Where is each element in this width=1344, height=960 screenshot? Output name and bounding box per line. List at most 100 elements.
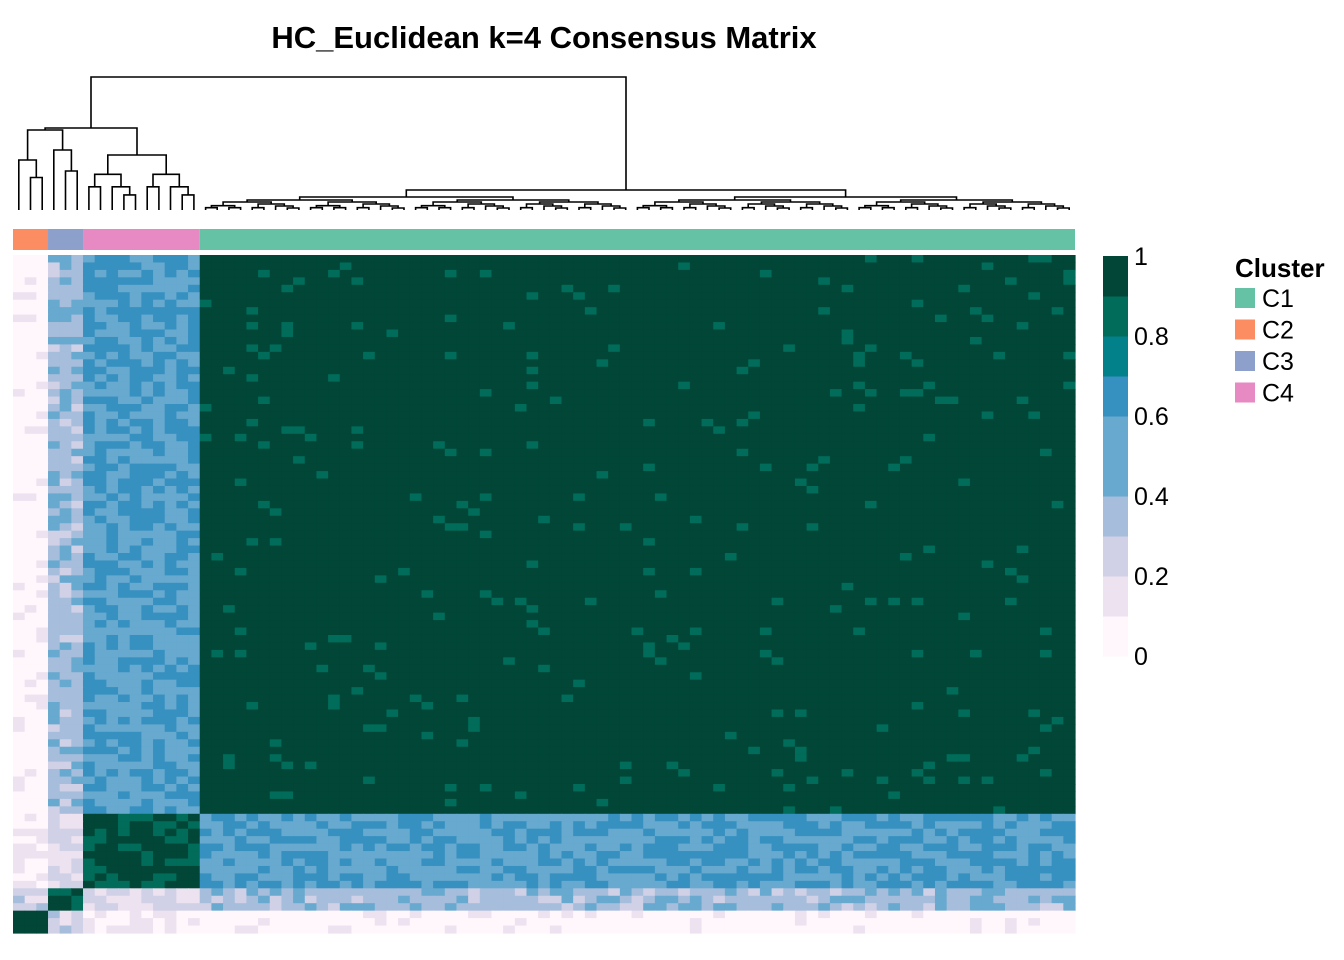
heatmap-cell — [701, 314, 714, 323]
heatmap-cell — [538, 351, 551, 360]
heatmap-cell — [293, 560, 306, 569]
heatmap-cell — [351, 582, 364, 591]
heatmap-cell — [24, 322, 37, 331]
heatmap-cell — [1028, 433, 1041, 442]
heatmap-cell — [94, 322, 107, 331]
heatmap-cell — [83, 418, 96, 427]
heatmap-cell — [223, 255, 236, 264]
heatmap-cell — [934, 269, 948, 278]
heatmap-cell — [958, 463, 971, 472]
heatmap-cell — [608, 649, 621, 658]
heatmap-cell — [958, 262, 971, 271]
heatmap-cell — [246, 255, 259, 264]
heatmap-cell — [374, 255, 388, 264]
heatmap-cell — [59, 418, 72, 427]
heatmap-cell — [876, 381, 889, 390]
heatmap-cell — [71, 560, 84, 569]
heatmap-cell — [351, 657, 364, 666]
heatmap-cell — [608, 426, 621, 435]
heatmap-cell — [164, 255, 177, 264]
heatmap-cell — [584, 262, 598, 271]
heatmap-cell — [234, 307, 248, 316]
heatmap-cell — [946, 404, 959, 413]
heatmap-cell — [444, 456, 458, 465]
heatmap-cell — [328, 649, 341, 658]
heatmap-cell — [71, 456, 84, 465]
heatmap-cell — [888, 269, 901, 278]
heatmap-cell — [736, 262, 749, 271]
heatmap-cell — [1051, 292, 1064, 301]
heatmap-cell — [526, 612, 539, 621]
heatmap-cell — [713, 381, 726, 390]
heatmap-cell — [596, 262, 609, 271]
heatmap-cell — [829, 582, 843, 591]
heatmap-cell — [36, 530, 49, 539]
heatmap-cell — [316, 657, 329, 666]
heatmap-cell — [281, 590, 294, 599]
heatmap-cell — [153, 389, 166, 398]
heatmap-cell — [631, 523, 644, 532]
heatmap-cell — [409, 478, 423, 487]
heatmap-cell — [293, 642, 306, 651]
heatmap-cell — [199, 642, 212, 651]
heatmap-cell — [199, 553, 212, 562]
heatmap-cell — [48, 500, 61, 509]
heatmap-cell — [783, 322, 796, 331]
heatmap-cell — [1004, 612, 1018, 621]
heatmap-cell — [444, 262, 458, 271]
heatmap-cell — [409, 582, 423, 591]
heatmap-cell — [503, 262, 516, 271]
heatmap-cell — [106, 269, 119, 278]
heatmap-cell — [911, 500, 924, 509]
heatmap-cell — [1063, 336, 1076, 346]
heatmap-cell — [1039, 545, 1053, 554]
heatmap-cell — [701, 284, 714, 293]
heatmap-cell — [514, 538, 528, 547]
heatmap-cell — [689, 351, 703, 360]
heatmap-cell — [409, 485, 423, 495]
heatmap-cell — [724, 411, 738, 420]
heatmap-cell — [363, 530, 376, 539]
heatmap-cell — [1004, 262, 1018, 271]
heatmap-cell — [794, 426, 808, 435]
heatmap-cell — [339, 255, 353, 264]
heatmap-cell — [783, 366, 796, 375]
heatmap-cell — [923, 374, 936, 383]
heatmap-cell — [246, 545, 259, 554]
heatmap-cell — [153, 344, 166, 353]
heatmap-cell — [818, 478, 831, 487]
heatmap-cell — [374, 269, 388, 278]
heatmap-cell — [806, 262, 819, 271]
heatmap-cell — [433, 642, 446, 651]
heatmap-cell — [794, 374, 808, 383]
heatmap-cell — [584, 567, 598, 576]
heatmap-cell — [864, 500, 878, 509]
heatmap-cell — [1063, 374, 1076, 383]
heatmap-cell — [293, 374, 306, 383]
heatmap-cell — [748, 359, 761, 368]
heatmap-cell — [316, 351, 329, 360]
heatmap-cell — [771, 523, 784, 532]
heatmap-cell — [164, 649, 177, 658]
heatmap-cell — [713, 336, 726, 346]
heatmap-cell — [479, 351, 493, 360]
heatmap-cell — [421, 314, 434, 323]
heatmap-cell — [969, 642, 983, 651]
heatmap-cell — [223, 441, 236, 450]
heatmap-cell — [946, 634, 959, 644]
heatmap-cell — [806, 553, 819, 562]
heatmap-cell — [619, 404, 633, 413]
heatmap-cell — [888, 612, 901, 621]
heatmap-cell — [969, 448, 983, 457]
heatmap-cell — [164, 418, 177, 427]
heatmap-cell — [713, 314, 726, 323]
heatmap-cell — [771, 255, 784, 264]
heatmap-cell — [223, 284, 236, 293]
heatmap-cell — [1016, 605, 1029, 614]
heatmap-cell — [643, 597, 656, 606]
heatmap-cell — [316, 426, 329, 435]
heatmap-cell — [36, 307, 49, 316]
heatmap-cell — [118, 284, 131, 293]
heatmap-cell — [724, 418, 738, 427]
heatmap-cell — [106, 344, 119, 353]
